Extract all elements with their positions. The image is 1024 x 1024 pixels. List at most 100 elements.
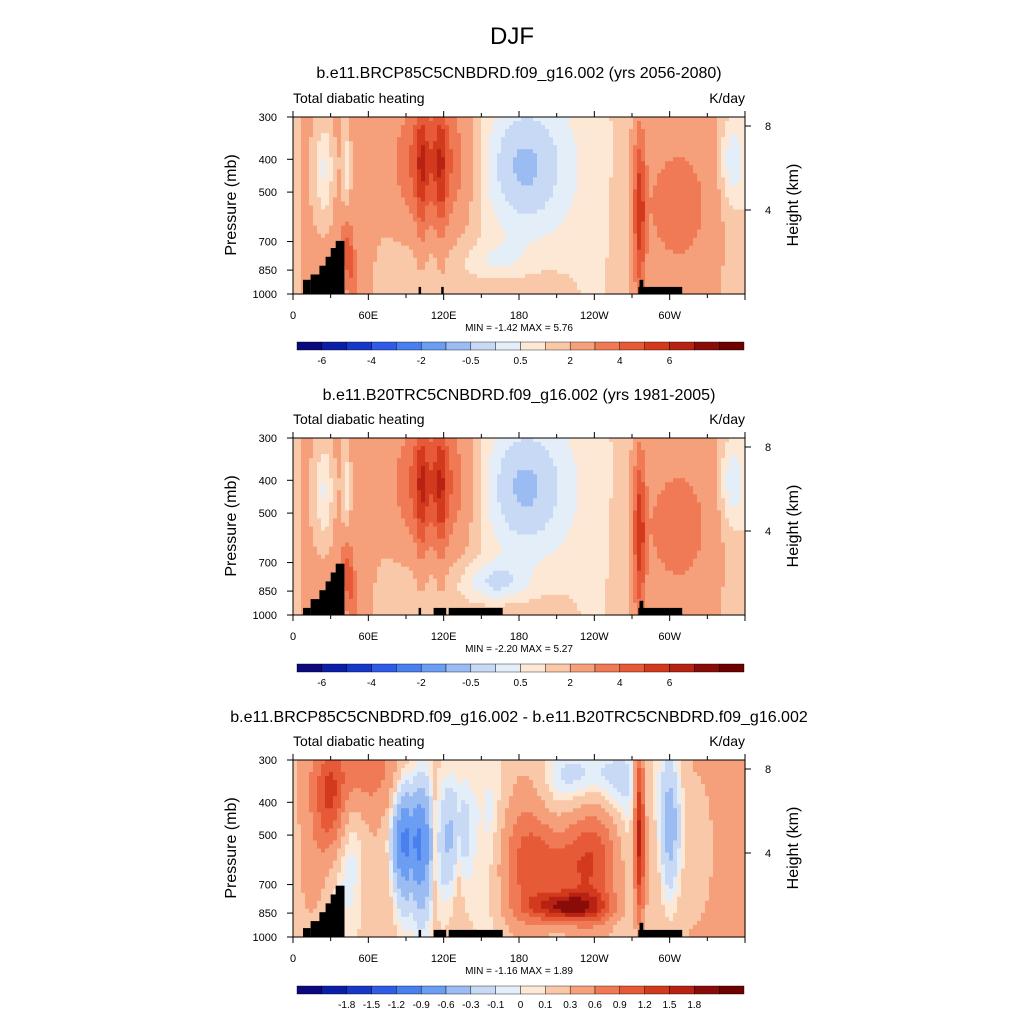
contour-cell — [545, 141, 550, 146]
contour-cell — [417, 141, 422, 146]
contour-cell — [313, 213, 318, 219]
contour-cell — [549, 117, 554, 122]
contour-cell — [721, 273, 726, 279]
contour-cell — [401, 233, 406, 239]
contour-cell — [557, 257, 562, 263]
contour-cell — [681, 213, 686, 219]
contour-cell — [461, 237, 466, 243]
contour-cell — [677, 133, 682, 138]
contour-cell — [389, 269, 394, 275]
contour-cell — [733, 137, 738, 142]
contour-cell — [645, 221, 650, 227]
contour-cell — [613, 249, 618, 255]
contour-cell — [301, 185, 306, 191]
contour-cell — [721, 185, 726, 191]
contour-cell — [433, 205, 438, 211]
contour-cell — [309, 149, 314, 154]
contour-cell — [553, 221, 558, 227]
figure-title: DJF — [490, 23, 534, 50]
contour-cell — [445, 217, 450, 223]
contour-cell — [437, 137, 442, 142]
contour-cell — [493, 133, 498, 138]
contour-cell — [693, 137, 698, 142]
contour-cell — [501, 153, 506, 158]
contour-cell — [549, 157, 554, 162]
contour-cell — [481, 161, 486, 166]
contour-cell — [669, 237, 674, 243]
contour-cell — [497, 265, 502, 271]
contour-cell — [421, 193, 426, 199]
contour-cell — [437, 261, 442, 267]
contour-cell — [525, 185, 530, 191]
contour-cell — [369, 153, 374, 158]
contour-cell — [701, 201, 706, 207]
contour-cell — [293, 117, 298, 122]
contour-cell — [621, 249, 626, 255]
contour-cell — [657, 213, 662, 219]
contour-cell — [321, 165, 326, 170]
contour-cell — [601, 157, 606, 162]
contour-cell — [361, 121, 366, 126]
contour-cell — [397, 181, 402, 186]
contour-cell — [321, 125, 326, 130]
contour-cell — [713, 257, 718, 263]
contour-cell — [513, 209, 518, 215]
contour-cell — [509, 225, 514, 231]
contour-cell — [337, 185, 342, 191]
contour-cell — [509, 281, 514, 287]
contour-cell — [497, 193, 502, 199]
contour-cell — [677, 237, 682, 243]
contour-cell — [533, 149, 538, 154]
contour-cell — [449, 141, 454, 146]
contour-cell — [389, 125, 394, 130]
contour-cell — [693, 161, 698, 166]
contour-cell — [729, 153, 734, 158]
contour-cell — [497, 225, 502, 231]
contour-cell — [689, 145, 694, 150]
contour-cell — [589, 241, 594, 247]
contour-cell — [305, 209, 310, 215]
contour-cell — [661, 153, 666, 158]
contour-cell — [661, 229, 666, 235]
contour-cell — [433, 281, 438, 287]
contour-cell — [621, 277, 626, 283]
contour-cell — [549, 281, 554, 287]
contour-cell — [725, 189, 730, 195]
contour-cell — [461, 277, 466, 283]
contour-cell — [629, 217, 634, 223]
contour-cell — [721, 233, 726, 239]
contour-cell — [513, 129, 518, 134]
contour-cell — [369, 161, 374, 166]
contour-cell — [317, 117, 322, 122]
contour-cell — [461, 285, 466, 291]
contour-cell — [553, 209, 558, 215]
contour-cell — [625, 177, 630, 182]
contour-cell — [485, 241, 490, 247]
contour-cell — [713, 265, 718, 271]
contour-cell — [569, 273, 574, 279]
contour-cell — [321, 197, 326, 203]
contour-cell — [585, 197, 590, 203]
contour-cell — [345, 165, 350, 170]
contour-cell — [741, 273, 746, 279]
contour-cell — [713, 145, 718, 150]
contour-cell — [345, 185, 350, 191]
contour-cell — [717, 161, 722, 166]
contour-cell — [689, 249, 694, 255]
contour-cell — [541, 197, 546, 203]
contour-cell — [549, 165, 554, 170]
contour-cell — [629, 117, 634, 122]
contour-cell — [393, 121, 398, 126]
contour-cell — [577, 261, 582, 267]
contour-cell — [349, 153, 354, 158]
contour-cell — [437, 189, 442, 195]
contour-cell — [725, 261, 730, 267]
contour-cell — [537, 253, 542, 259]
contour-cell — [721, 165, 726, 170]
contour-cell — [737, 225, 742, 231]
contour-cell — [425, 265, 430, 271]
contour-cell — [453, 205, 458, 211]
contour-cell — [605, 153, 610, 158]
contour-cell — [325, 121, 330, 126]
contour-cell — [561, 157, 566, 162]
